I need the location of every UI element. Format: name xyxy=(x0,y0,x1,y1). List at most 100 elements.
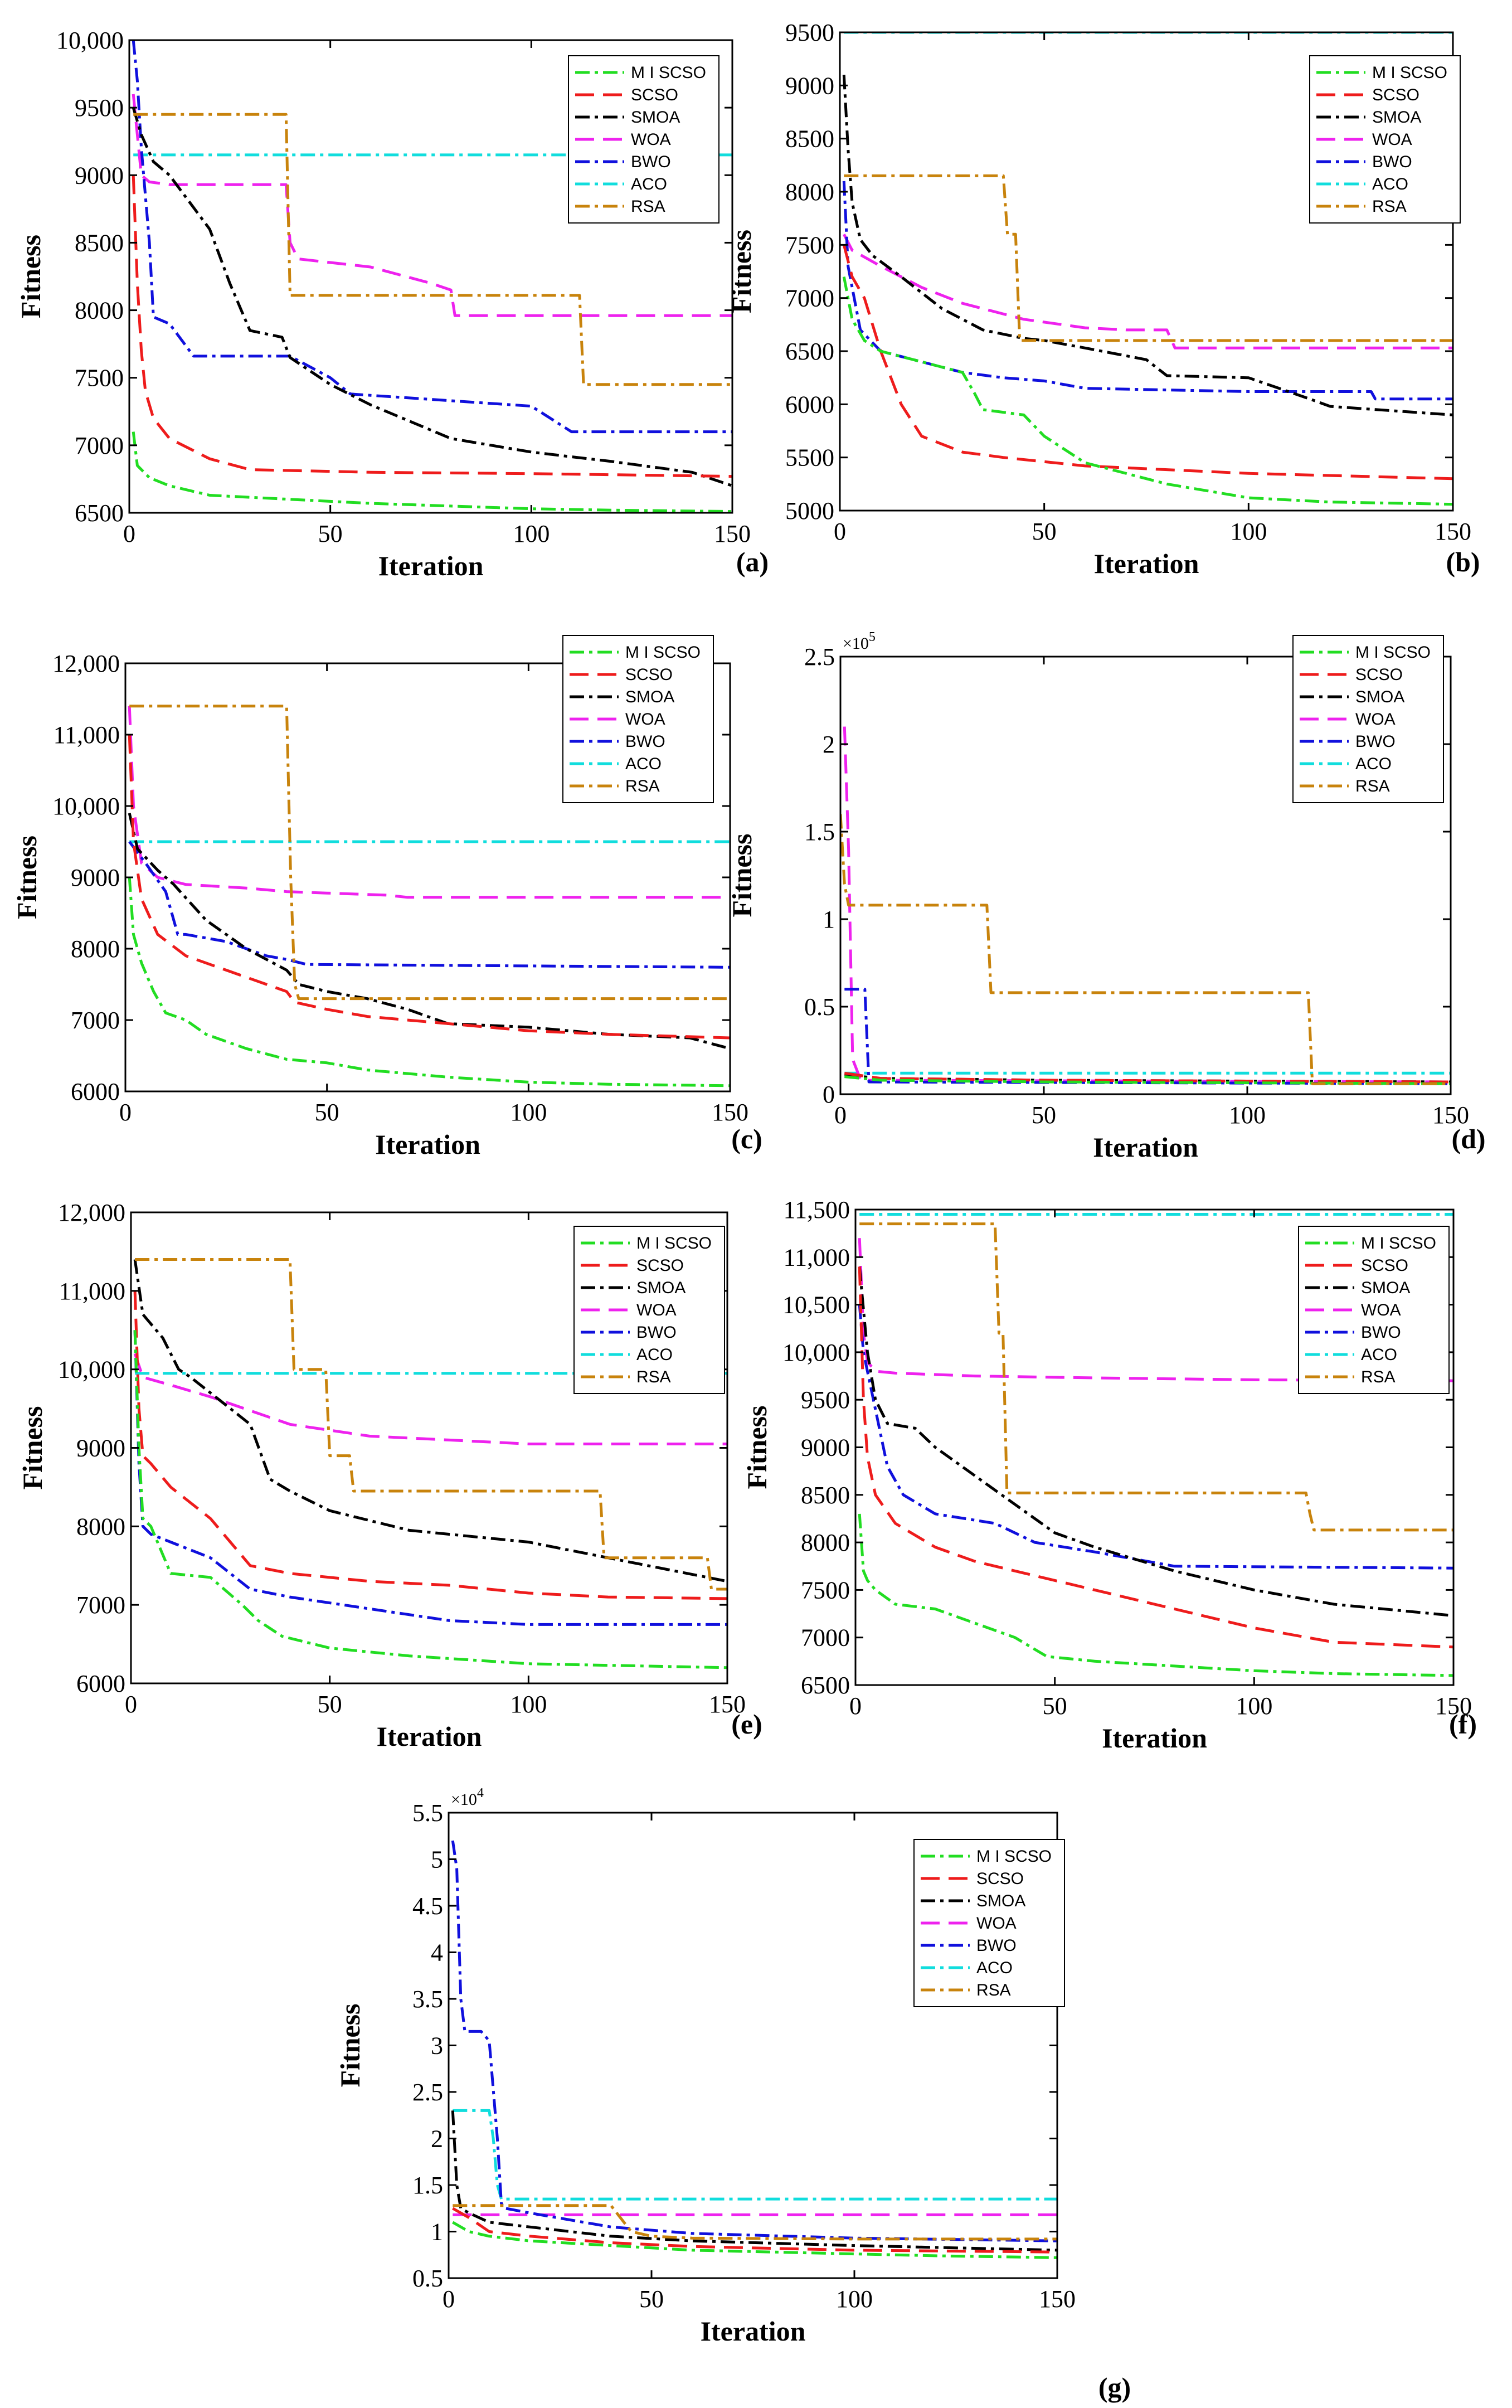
y-axis-label: Fitness xyxy=(334,2004,366,2087)
series-line-scso xyxy=(842,244,1453,480)
legend-label-miscso: M I SCSO xyxy=(636,1234,712,1252)
y-exponent-label: ×104 xyxy=(451,1786,484,1809)
x-tick-label: 100 xyxy=(1229,1101,1266,1129)
plot-frame xyxy=(128,39,733,514)
y-tick-label: 11,000 xyxy=(54,721,120,749)
x-tick-label: 0 xyxy=(119,1099,132,1126)
chart-panel: 0 50 100 150 0.5 1 1.5 2 2.5 3 3.5 4 4.5 5 5.5 ×104 Iter… xyxy=(334,1786,1131,2403)
y-axis-label: Fitness xyxy=(15,235,46,318)
series-line-miscso xyxy=(858,1513,1453,1677)
series-group xyxy=(128,705,730,1088)
legend-label-woa: WOA xyxy=(1355,710,1396,729)
y-tick-label: 6500 xyxy=(801,1672,850,1699)
y-tick-label: 0.5 xyxy=(804,993,835,1021)
legend-label-scso: SCSO xyxy=(625,666,673,684)
y-tick-label: 9500 xyxy=(75,94,124,122)
chart-panel: 0 50 100 150 6500 7000 7500 8000 8500 9000 9500 10,… xyxy=(15,27,769,581)
legend-label-miscso: M I SCSO xyxy=(631,64,706,82)
legend-label-woa: WOA xyxy=(976,1914,1017,1933)
y-tick-label: 6000 xyxy=(71,1078,120,1105)
legend-label-smoa: SMOA xyxy=(1355,688,1404,706)
legend-label-aco: ACO xyxy=(1372,175,1408,193)
panel-label: (d) xyxy=(1451,1123,1485,1154)
y-tick-label: 5500 xyxy=(785,444,834,472)
x-tick-label: 150 xyxy=(714,520,751,547)
y-axis-label: Fitness xyxy=(11,836,42,919)
series-line-scso xyxy=(128,734,730,1040)
y-tick-label: 1 xyxy=(431,2218,443,2246)
x-tick-label: 50 xyxy=(315,1099,339,1126)
series-line-smoa xyxy=(858,1266,1453,1617)
y-tick-label: 8000 xyxy=(785,178,834,206)
y-tick-label: 7000 xyxy=(76,1591,125,1619)
y-tick-label: 5000 xyxy=(785,497,834,525)
series-line-bwo xyxy=(133,1330,727,1626)
legend: M I SCSO SCSO SMOA WOA BWO ACO RSA xyxy=(562,635,714,803)
y-tick-label: 7500 xyxy=(785,231,834,259)
series-group xyxy=(842,32,1453,506)
y-tick-label: 7000 xyxy=(785,285,834,312)
legend: M I SCSO SCSO SMOA WOA BWO ACO RSA xyxy=(913,1839,1065,2007)
series-group xyxy=(132,40,732,513)
chart-panel: 0 50 100 150 6500 7000 7500 8000 8500 9000 9500 10,… xyxy=(741,1196,1477,1754)
y-tick-label: 10,500 xyxy=(782,1292,850,1319)
legend-label-rsa: RSA xyxy=(631,197,665,216)
x-tick-label: 0 xyxy=(123,520,135,547)
legend-label-miscso: M I SCSO xyxy=(1372,64,1447,82)
series-line-bwo xyxy=(844,988,1451,1085)
y-tick-label: 2 xyxy=(431,2125,443,2153)
y-tick-label: 2 xyxy=(823,731,835,758)
series-group xyxy=(858,1213,1453,1677)
plot-frame xyxy=(839,31,1454,512)
series-line-woa xyxy=(133,1353,727,1445)
legend-label-rsa: RSA xyxy=(976,1981,1011,1999)
y-tick-label: 10,000 xyxy=(58,1356,125,1383)
y-tick-label: 8500 xyxy=(801,1482,850,1509)
y-tick-label: 6000 xyxy=(76,1670,125,1697)
x-tick-label: 100 xyxy=(836,2285,873,2313)
series-line-bwo xyxy=(451,1840,1057,2242)
y-tick-label: 6500 xyxy=(75,499,124,527)
x-tick-label: 0 xyxy=(834,1101,847,1129)
panel-label: (f) xyxy=(1449,1708,1477,1740)
panel-label: (a) xyxy=(736,546,769,577)
x-axis-label: Iteration xyxy=(701,2315,806,2347)
legend-label-aco: ACO xyxy=(631,175,667,193)
panel-label: (b) xyxy=(1446,546,1480,577)
series-line-bwo xyxy=(842,181,1453,401)
y-tick-label: 10,000 xyxy=(56,27,124,54)
legend-label-miscso: M I SCSO xyxy=(1361,1234,1436,1252)
legend-label-aco: ACO xyxy=(625,755,662,773)
x-tick-label: 150 xyxy=(709,1691,746,1718)
legend-label-bwo: BWO xyxy=(1361,1323,1401,1342)
legend-label-scso: SCSO xyxy=(631,86,678,104)
y-axis-label: Fitness xyxy=(17,1406,48,1490)
legend-label-smoa: SMOA xyxy=(1361,1279,1410,1297)
series-line-woa xyxy=(843,234,1453,349)
legend-label-miscso: M I SCSO xyxy=(625,643,701,662)
legend-label-scso: SCSO xyxy=(976,1870,1024,1888)
y-tick-label: 9000 xyxy=(75,162,124,189)
y-tick-label: 10,000 xyxy=(782,1339,850,1366)
series-line-miscso xyxy=(844,1075,1451,1085)
x-tick-label: 100 xyxy=(510,1691,547,1718)
y-tick-label: 6500 xyxy=(785,338,834,365)
legend-label-bwo: BWO xyxy=(1355,732,1396,751)
legend-label-scso: SCSO xyxy=(636,1256,684,1275)
y-tick-label: 4.5 xyxy=(412,1892,443,1920)
y-tick-label: 9000 xyxy=(76,1435,125,1462)
chart-panel: 0 50 100 150 6000 7000 8000 9000 10,000 11,000 12,… xyxy=(17,1199,762,1752)
y-tick-label: 11,000 xyxy=(59,1278,125,1305)
series-line-rsa xyxy=(129,705,730,1001)
y-tick-label: 5.5 xyxy=(412,1799,443,1827)
legend-label-rsa: RSA xyxy=(636,1368,671,1386)
series-line-woa xyxy=(132,94,732,317)
x-tick-label: 150 xyxy=(1435,518,1471,545)
legend-label-bwo: BWO xyxy=(976,1936,1017,1955)
legend-label-woa: WOA xyxy=(631,130,671,149)
x-axis-label: Iteration xyxy=(378,550,484,581)
legend-label-aco: ACO xyxy=(636,1346,673,1364)
legend: M I SCSO SCSO SMOA WOA BWO ACO RSA xyxy=(573,1226,725,1394)
legend-label-aco: ACO xyxy=(1361,1346,1397,1364)
x-axis-label: Iteration xyxy=(1102,1722,1207,1754)
